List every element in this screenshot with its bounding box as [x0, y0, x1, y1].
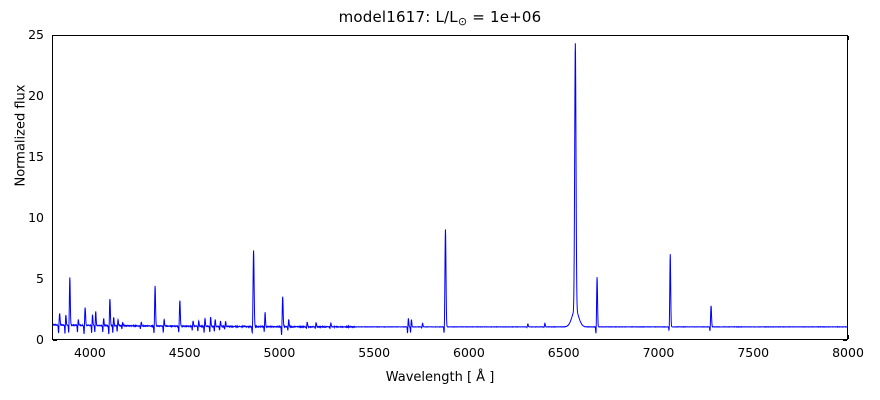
x-tick-label: 7500	[737, 345, 770, 360]
tick-mark	[53, 340, 57, 341]
y-tick-label: 10	[28, 210, 44, 225]
x-tick-label: 4000	[73, 345, 106, 360]
tick-mark	[848, 335, 849, 339]
x-tick-label: 8000	[832, 345, 864, 360]
tick-mark	[843, 340, 847, 341]
y-tick-label: 0	[36, 332, 44, 347]
title-main: model1617: L/L	[338, 8, 458, 26]
sun-symbol-icon: ⊙	[457, 14, 468, 28]
title-tail: = 1e+06	[467, 8, 542, 26]
y-tick-label: 5	[36, 271, 44, 286]
y-tick-label: 15	[28, 149, 44, 164]
plot-axes-area	[52, 35, 848, 340]
tick-mark	[848, 36, 849, 40]
x-tick-label: 6500	[547, 345, 580, 360]
x-tick-label: 5500	[358, 345, 391, 360]
x-tick-label: 6000	[453, 345, 485, 360]
x-axis-label: Wavelength [ Å ]	[385, 370, 495, 385]
y-tick-label: 20	[28, 88, 44, 103]
spectrum-line	[53, 43, 847, 335]
y-axis-label: Normalized flux	[13, 84, 29, 187]
spectrum-plot	[53, 36, 847, 339]
page-title: model1617: L/L⊙ = 1e+06	[0, 8, 880, 28]
x-tick-label: 4500	[168, 345, 201, 360]
y-tick-label: 25	[28, 27, 44, 42]
x-tick-label: 7000	[642, 345, 675, 360]
x-tick-label: 5000	[263, 345, 296, 360]
